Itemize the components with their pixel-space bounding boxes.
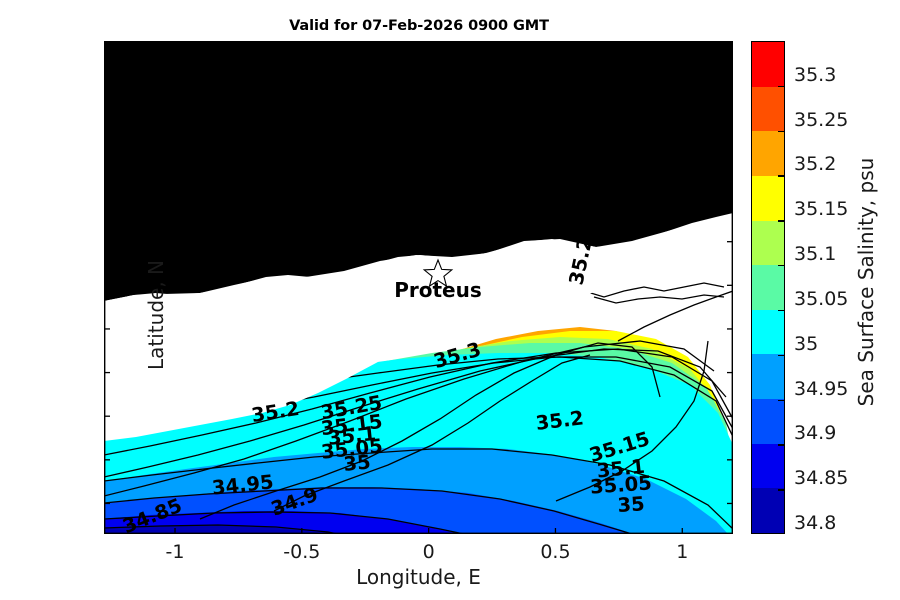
colorbar-tick-mark xyxy=(778,399,785,401)
x-tick-label: -1 xyxy=(165,541,185,563)
colorbar-band xyxy=(752,175,784,221)
colorbar-band xyxy=(752,354,784,399)
colorbar-tick-label: 35.05 xyxy=(794,287,849,310)
colorbar-tick-mark xyxy=(778,265,785,267)
colorbar-tick-label: 35.2 xyxy=(794,153,837,176)
y-axis-label: Latitude, N xyxy=(144,260,168,370)
colorbar-band xyxy=(752,488,784,533)
x-axis-label: Longitude, E xyxy=(356,565,481,589)
colorbar-band xyxy=(752,42,784,87)
colorbar-tick-label: 34.95 xyxy=(794,377,849,400)
axes-frame xyxy=(104,41,733,534)
x-tick-label: 1 xyxy=(676,541,689,563)
colorbar-label: Sea Surface Salinity, psu xyxy=(854,157,878,407)
axis-ticks xyxy=(104,41,733,534)
band-34.80-34.85 xyxy=(104,525,334,534)
colorbar-band xyxy=(752,399,784,444)
colorbar[interactable] xyxy=(751,41,785,534)
colorbar-tick-label: 34.9 xyxy=(794,422,837,445)
contour-label: 35 xyxy=(343,451,372,476)
colorbar-band xyxy=(752,265,784,310)
x-tick-label: -0.5 xyxy=(283,541,321,563)
colorbar-band xyxy=(752,220,784,266)
colorbar-tick-mark xyxy=(778,354,785,357)
colorbar-tick-label: 35.3 xyxy=(794,63,837,86)
contour-label: 35.1 xyxy=(327,422,377,450)
colorbar-tick-label: 35.1 xyxy=(794,243,837,266)
colorbar-tick-label: 34.85 xyxy=(794,467,849,490)
contour-label: 35 xyxy=(617,492,646,517)
colorbar-tick-mark xyxy=(778,444,785,446)
x-tick-label: 0 xyxy=(422,541,435,563)
land-mask xyxy=(104,41,733,301)
colorbar-tick-mark xyxy=(778,489,785,491)
colorbar-tick-mark xyxy=(778,220,785,222)
colorbar-tick-label: 34.8 xyxy=(794,512,837,534)
colorbar-tick-label: 35.25 xyxy=(794,108,849,131)
colorbar-tick-mark xyxy=(778,175,785,177)
colorbar-tick-mark xyxy=(778,130,785,133)
colorbar-tick-mark xyxy=(778,85,785,88)
plot-title: Valid for 07-Feb-2026 0900 GMT xyxy=(289,18,549,34)
station-label-proteus: Proteus xyxy=(394,278,482,302)
map-axes[interactable]: 35.3 35.25 35.2 35.15 35.1 35.05 35 34.95 34.9 34… xyxy=(104,41,733,534)
colorbar-tick-label: 35.15 xyxy=(794,198,849,221)
colorbar-band xyxy=(752,86,784,132)
station-marker-proteus[interactable] xyxy=(422,258,454,288)
colorbar-band xyxy=(752,443,784,489)
star-icon[interactable] xyxy=(422,258,454,288)
contour-label: 35.1 xyxy=(596,455,646,483)
filled-contour-bands xyxy=(104,327,733,534)
nodata-coastal-buffer xyxy=(104,215,733,441)
colorbar-band xyxy=(752,309,784,355)
colorbar-tick-label: 35 xyxy=(794,332,819,355)
colorbar-band xyxy=(752,131,784,176)
contour-label: 35.05 xyxy=(589,471,652,498)
x-tick-label: 0.5 xyxy=(540,541,571,563)
colorbar-tick-mark xyxy=(778,309,785,312)
